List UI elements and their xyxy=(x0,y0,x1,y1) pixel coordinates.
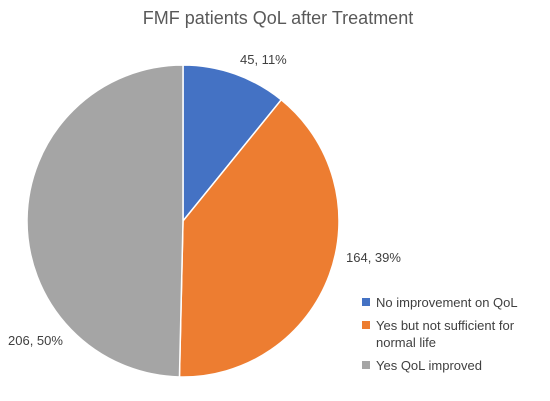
data-label: 206, 50% xyxy=(8,333,63,348)
legend-label: Yes QoL improved xyxy=(376,358,482,373)
pie-slices xyxy=(26,64,340,378)
chart-legend: No improvement on QoL Yes but not suffici… xyxy=(362,294,548,380)
legend-swatch xyxy=(362,321,370,329)
legend-label: No improvement on QoL xyxy=(376,295,518,310)
data-label: 45, 11% xyxy=(240,52,287,67)
pie-data-labels: 45, 11% 164, 39% 206, 50% xyxy=(8,52,401,348)
chart-title: FMF patients QoL after Treatment xyxy=(143,8,413,28)
legend-item: Yes QoL improved xyxy=(362,357,548,374)
legend-label: Yes but not sufficient for normal life xyxy=(376,318,515,350)
legend-item: Yes but not sufficient for normal life xyxy=(362,317,548,351)
pie-slice xyxy=(26,64,184,378)
legend-item: No improvement on QoL xyxy=(362,294,548,311)
pie-slice xyxy=(182,64,283,224)
data-label: 164, 39% xyxy=(346,250,401,265)
legend-swatch xyxy=(362,361,370,369)
legend-swatch xyxy=(362,298,370,306)
pie-slice xyxy=(178,98,340,378)
